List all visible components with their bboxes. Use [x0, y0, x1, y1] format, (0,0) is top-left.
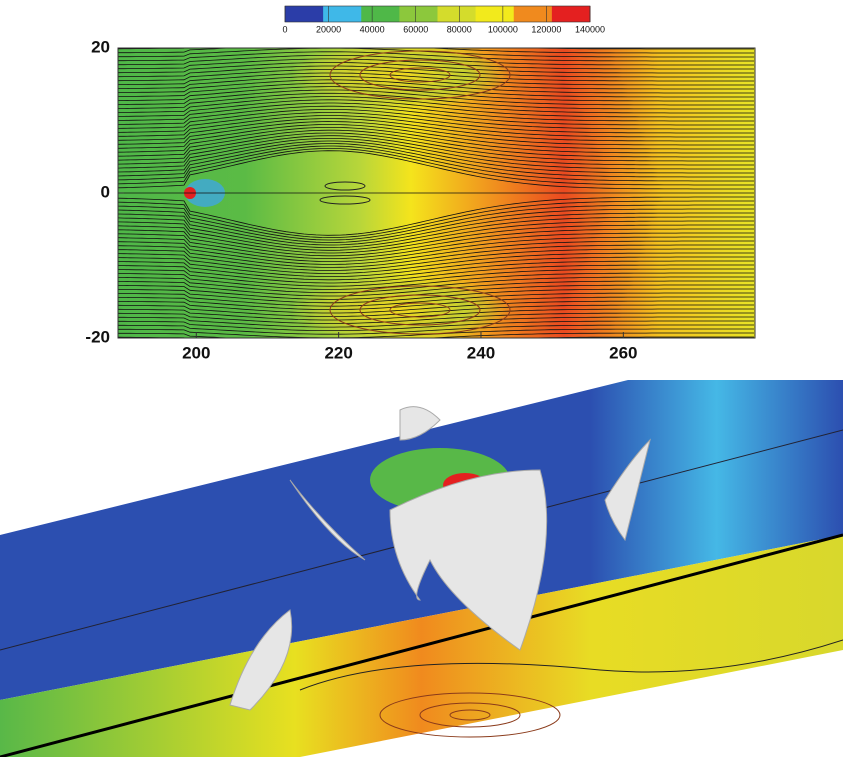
streamline [118, 324, 754, 335]
colorbar-tick-label: 0 [282, 24, 287, 34]
streamline [118, 150, 754, 190]
colorbar-tick-label: 140000 [575, 24, 605, 34]
streamline [118, 76, 754, 90]
streamline [118, 99, 754, 118]
streamline [118, 140, 754, 174]
streamline [118, 196, 754, 236]
streamline [118, 272, 754, 290]
3d-render [0, 380, 843, 759]
x-tick-label: 220 [324, 343, 352, 362]
y-tick-label: 0 [101, 182, 110, 201]
colorbar-tick-label: 40000 [360, 24, 385, 34]
y-tick-label: -20 [85, 327, 110, 346]
colorbar-tick-label: 100000 [488, 24, 518, 34]
streamline [118, 69, 754, 82]
streamline [118, 96, 754, 114]
streamline [118, 118, 754, 142]
colorbar-segment [513, 6, 553, 22]
colorbar-tick-label: 80000 [447, 24, 472, 34]
streamline [118, 208, 754, 243]
streamline [118, 232, 754, 259]
colorbar-tick-label: 120000 [531, 24, 561, 34]
streamline [118, 127, 754, 154]
streamline [118, 48, 754, 50]
streamline [118, 79, 754, 94]
x-tick-label: 200 [182, 343, 210, 362]
colorbar-tick-label: 60000 [403, 24, 428, 34]
streamline [118, 300, 754, 314]
streamline [118, 138, 754, 170]
y-tick-label: 20 [91, 37, 110, 56]
streamline [118, 212, 754, 246]
colorbar-segment [323, 6, 362, 22]
streamline [118, 252, 754, 274]
colorbar-segment [551, 6, 591, 22]
colorbar-segment [475, 6, 515, 22]
streamline [118, 72, 754, 86]
iso-surfaces [229, 406, 651, 711]
streamline [118, 280, 754, 297]
edge-line [0, 533, 843, 759]
streamline [118, 92, 754, 110]
streamline [118, 320, 754, 331]
streamline [118, 288, 754, 304]
streamline [118, 121, 754, 146]
streamline [118, 58, 754, 70]
colorbar: 0 20000 40000 60000 80000 100000 120000 140000 [282, 5, 605, 34]
streamline [118, 216, 754, 248]
colorbar-segment [399, 6, 438, 22]
streamline [118, 304, 754, 317]
streamline [118, 48, 754, 58]
streamline [118, 260, 754, 281]
streamline [118, 244, 754, 268]
streamline [118, 89, 754, 106]
colorbar-segment [285, 6, 324, 22]
streamline [118, 115, 754, 138]
colorbar-segment [437, 6, 477, 22]
streamline [118, 316, 754, 328]
streamlines [118, 48, 754, 338]
x-tick-label: 260 [609, 343, 637, 362]
streamline [118, 86, 754, 102]
streamline [118, 109, 754, 130]
streamline [118, 236, 754, 262]
streamline [118, 145, 754, 182]
streamline [118, 220, 754, 251]
streamline [118, 308, 754, 321]
streamline [118, 51, 754, 62]
colorbar-segment [361, 6, 400, 22]
streamline [118, 102, 754, 122]
streamline [118, 132, 754, 162]
streamline [118, 129, 754, 158]
streamline [118, 112, 754, 134]
streamline [118, 240, 754, 265]
streamline [118, 264, 754, 284]
colorbar-tick-label: 20000 [316, 24, 341, 34]
streamline [118, 336, 754, 338]
streamline [118, 256, 754, 277]
streamline [118, 292, 754, 307]
streamline [118, 62, 754, 74]
streamline [118, 55, 754, 66]
contour-plot: 200 220 240 260 -20 0 20 [85, 37, 756, 362]
streamline [118, 204, 754, 241]
streamline [118, 312, 754, 324]
streamline [118, 284, 754, 300]
streamline [118, 248, 754, 271]
streamline [118, 224, 754, 254]
streamline [118, 148, 754, 186]
field [118, 48, 755, 338]
streamline [118, 268, 754, 287]
floor-lines [299, 639, 843, 738]
streamline [118, 200, 754, 238]
streamline [118, 124, 754, 150]
streamline [118, 135, 754, 166]
streamline [118, 105, 754, 126]
streamline [118, 228, 754, 257]
vortex-lines [319, 50, 511, 335]
streamline [118, 65, 754, 78]
streamline [118, 143, 754, 178]
x-tick-label: 240 [467, 343, 495, 362]
